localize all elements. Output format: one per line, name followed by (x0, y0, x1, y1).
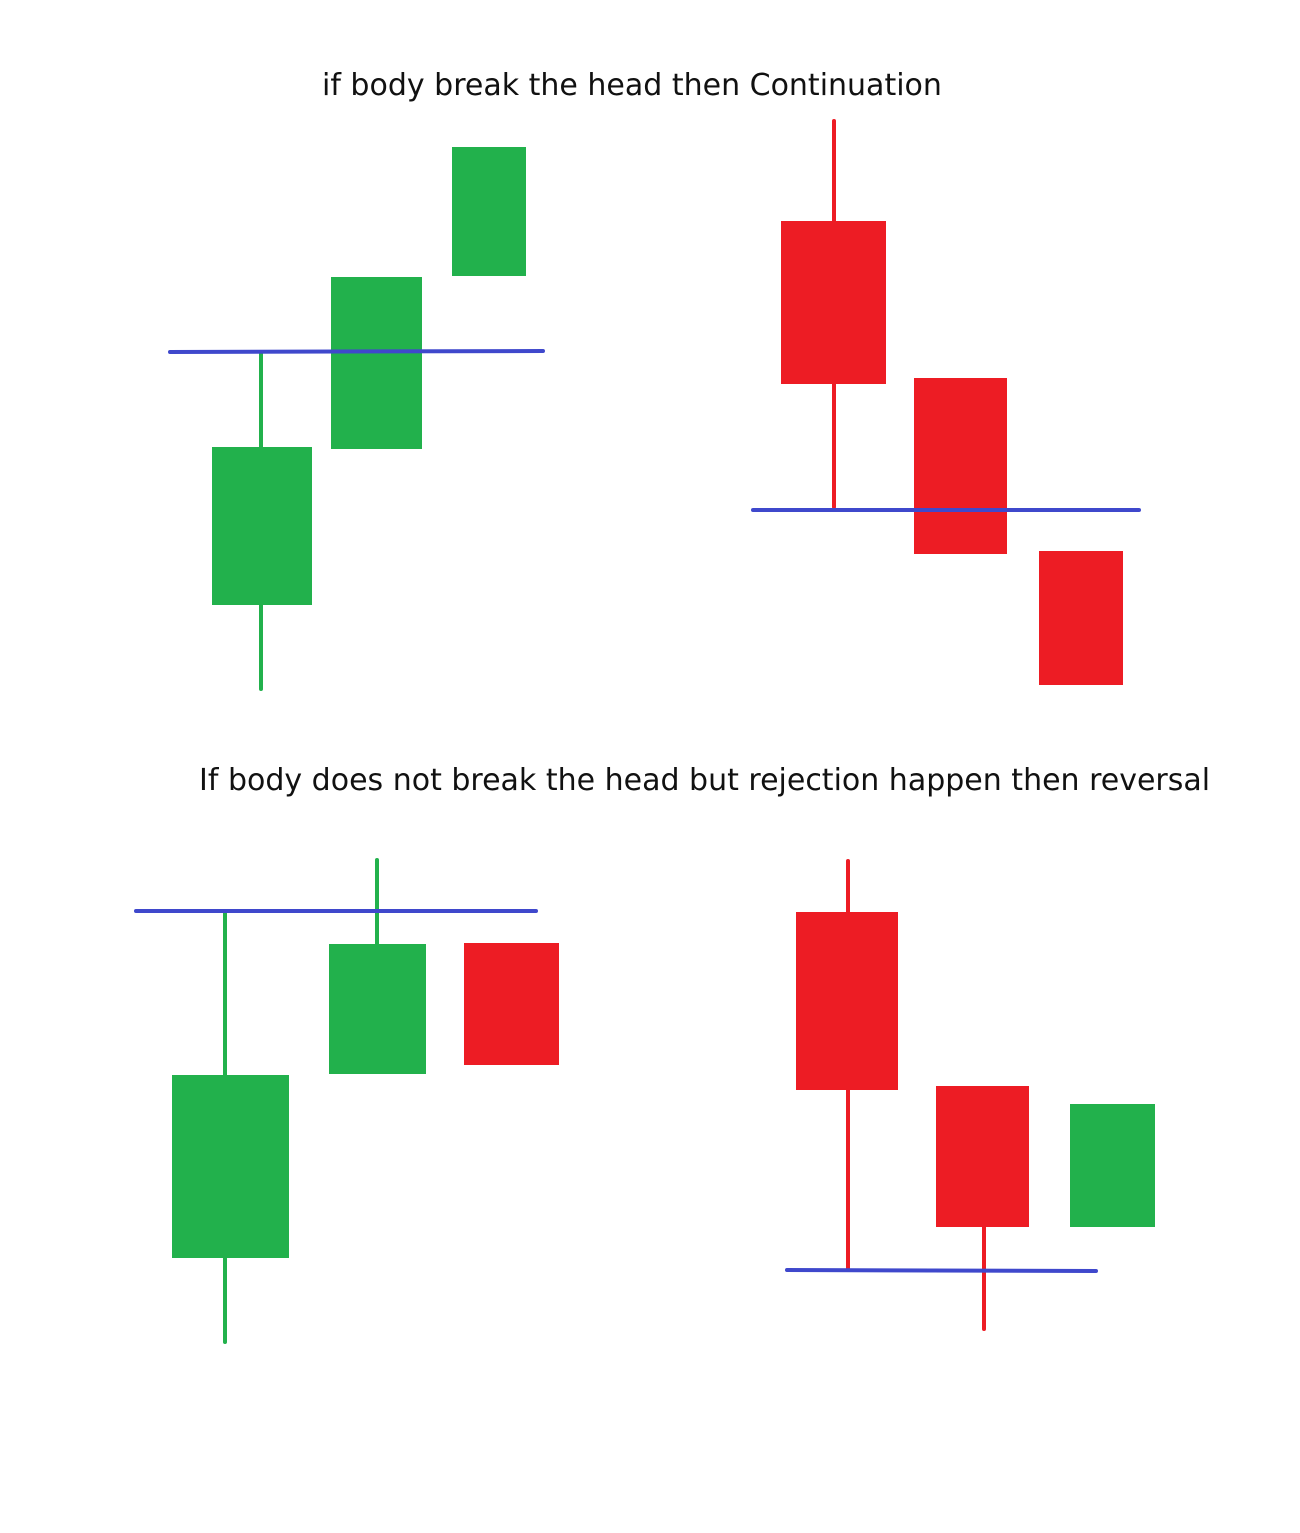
candle-body (172, 1075, 289, 1258)
candle-body (464, 943, 559, 1065)
candle-body (212, 447, 312, 605)
support-line (785, 1268, 1098, 1273)
panel-reversal-top (134, 858, 559, 1344)
candle-body (329, 944, 426, 1074)
candle-body (936, 1086, 1029, 1227)
candle-body (1070, 1104, 1155, 1227)
candle-body (331, 277, 422, 449)
candle-body (1039, 551, 1123, 685)
panel-continuation-bearish (751, 119, 1141, 685)
candle-body (914, 378, 1007, 554)
caption-continuation: if body break the head then Continuation (322, 68, 942, 103)
candle-body (781, 221, 886, 384)
resistance-line (168, 349, 545, 354)
candle-body (452, 147, 526, 276)
caption-reversal: If body does not break the head but reje… (199, 763, 1211, 798)
panel-continuation-bullish (168, 147, 545, 691)
panel-reversal-bottom (785, 859, 1155, 1331)
candle-body (796, 912, 898, 1090)
